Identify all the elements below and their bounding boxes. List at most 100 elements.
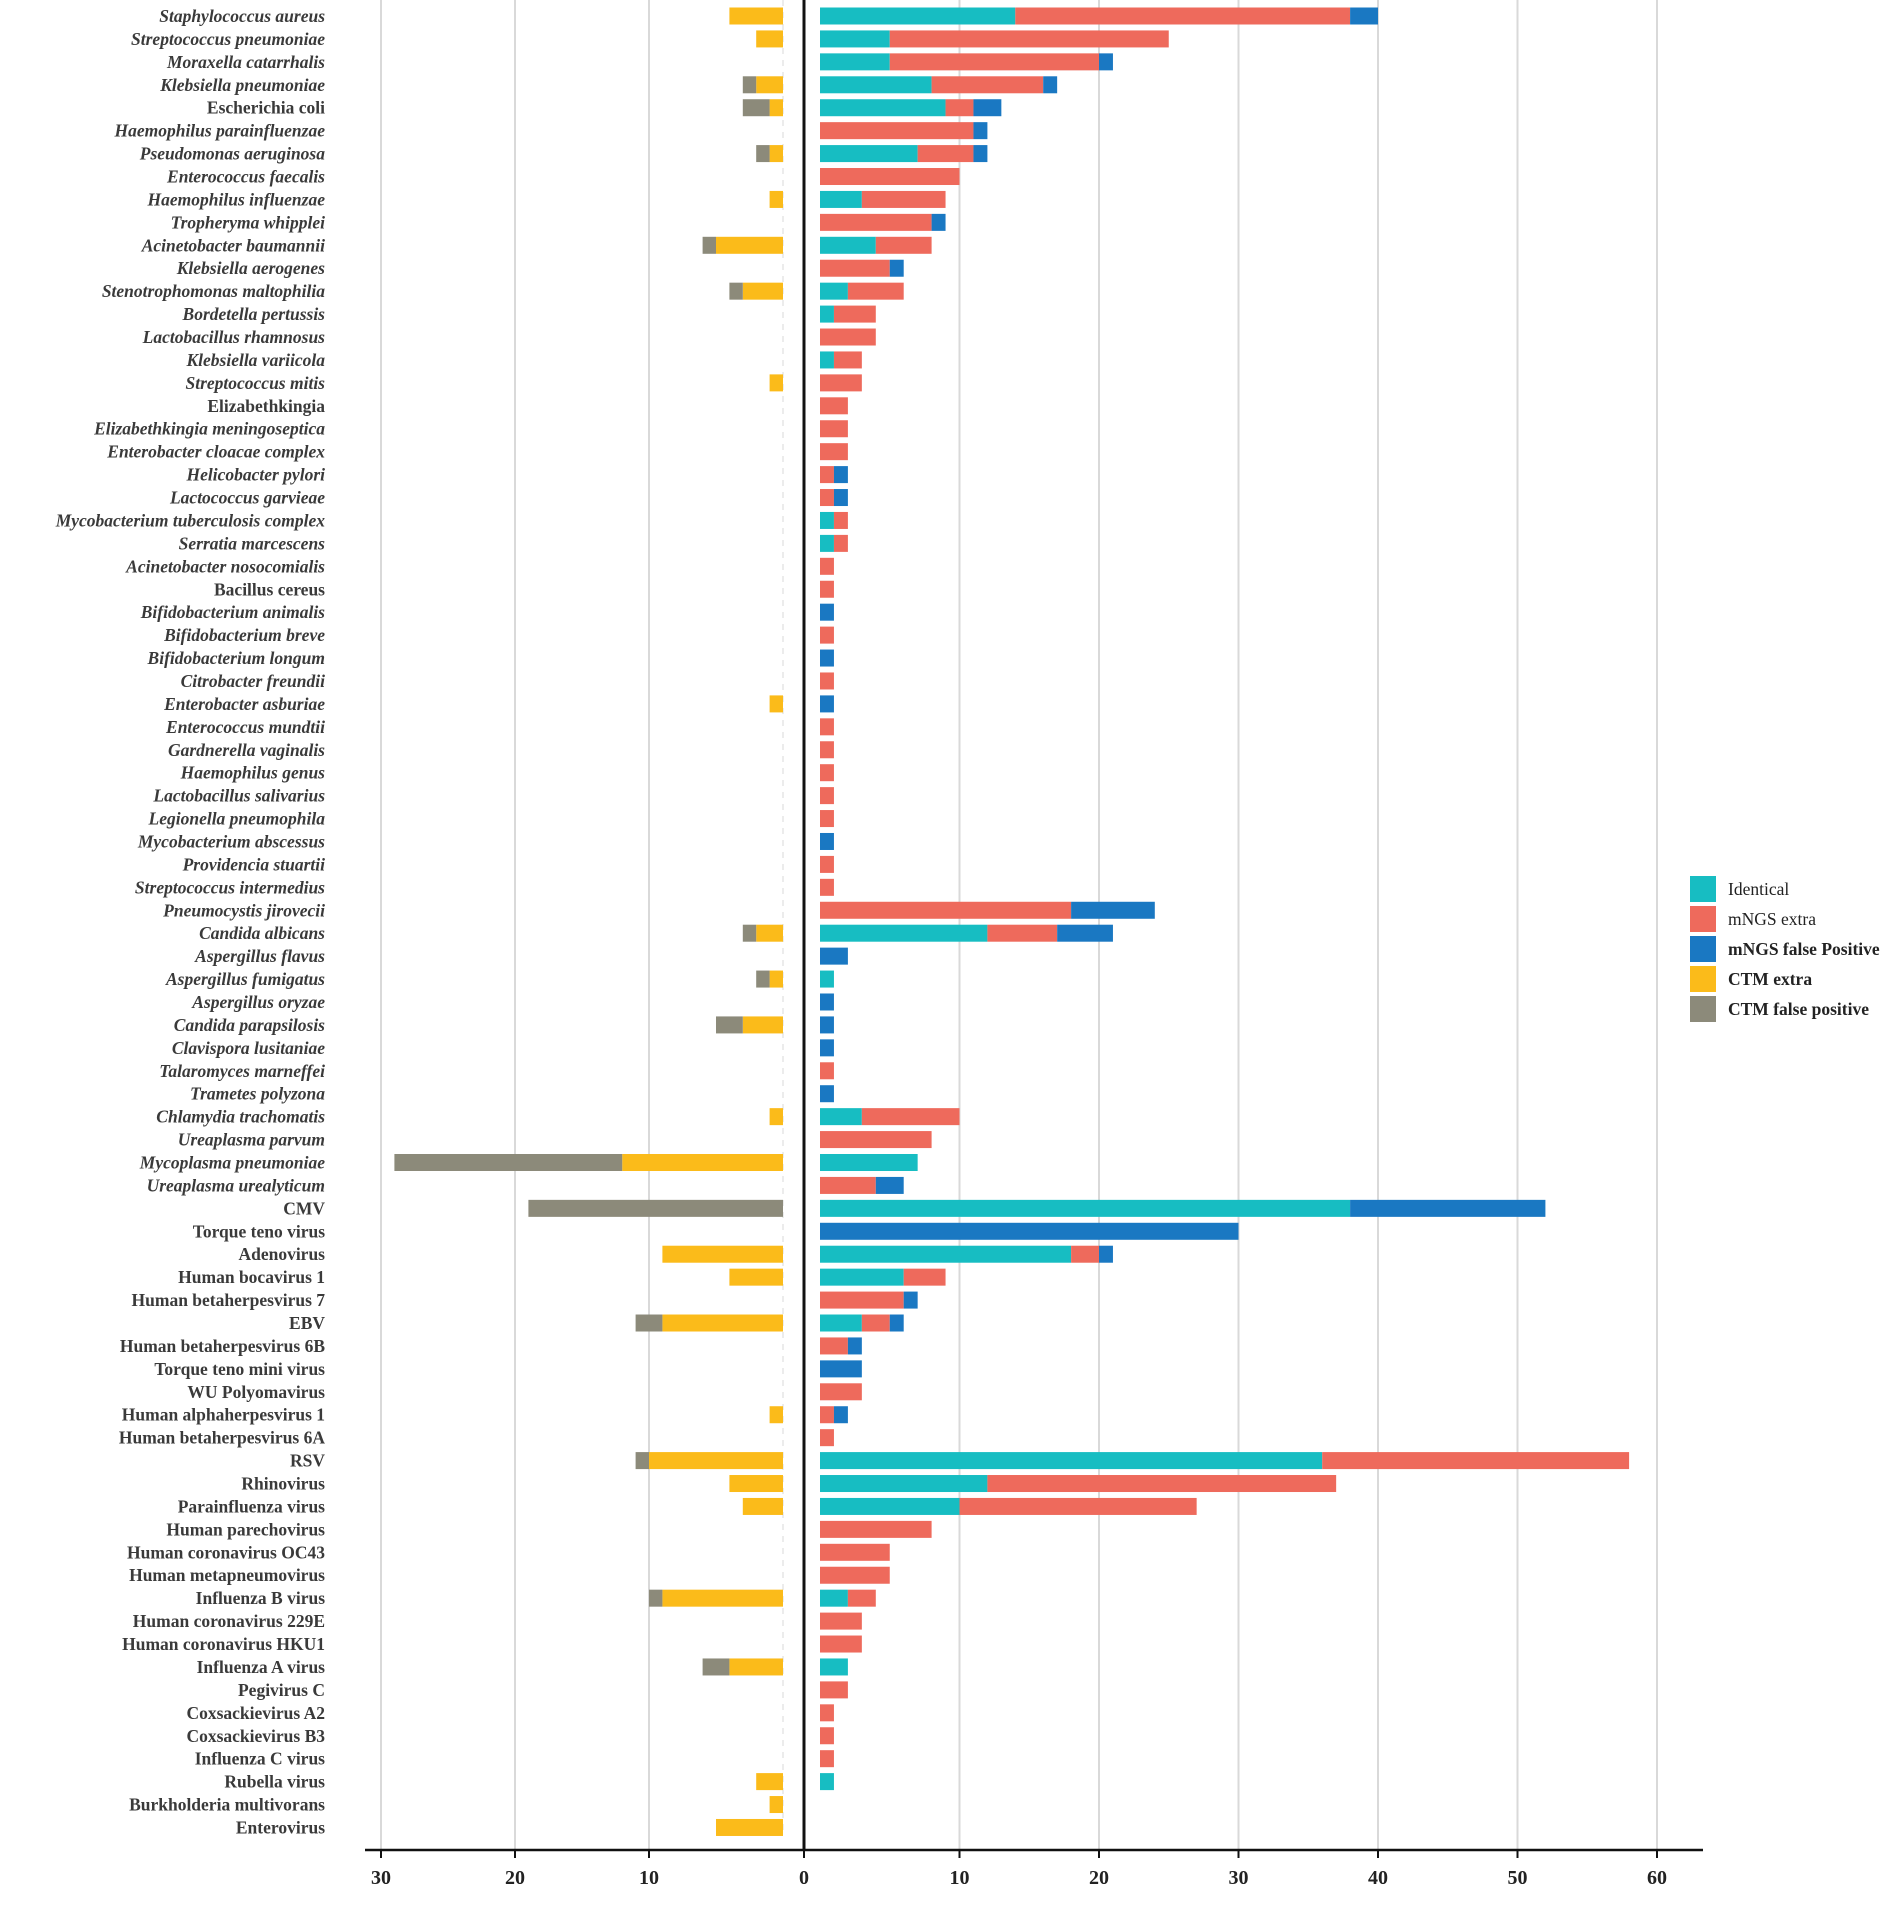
bar-legionella-pneumophila-mngs-extra <box>820 810 834 828</box>
bar-pegivirus-c-mngs-extra <box>820 1681 848 1699</box>
bar-acinetobacter-baumannii-ctm-extra <box>716 236 783 254</box>
bar-streptococcus-pneumoniae-mngs-extra <box>889 30 1169 48</box>
bar-klebsiella-pneumoniae-ctm-extra <box>756 76 783 94</box>
bar-acinetobacter-baumannii-identical <box>820 236 876 254</box>
bar-klebsiella-variicola-mngs-extra <box>833 351 862 369</box>
category-label: Human alphaherpesvirus 1 <box>122 1405 325 1425</box>
bar-haemophilus-parainfluenzae-mngs-extra <box>820 122 974 140</box>
category-label: Stenotrophomonas maltophilia <box>102 281 325 301</box>
legend-swatch-mngs-extra <box>1690 906 1716 932</box>
bar-lactobacillus-rhamnosus-mngs-extra <box>820 328 876 346</box>
category-label: WU Polyomavirus <box>187 1382 325 1402</box>
bar-ebv-ctm-fp <box>635 1314 663 1332</box>
bar-human-coronavirus-hku1-mngs-extra <box>820 1635 862 1653</box>
bar-influenza-b-virus-identical <box>820 1589 848 1607</box>
category-label: Klebsiella aerogenes <box>176 258 325 278</box>
bar-aspergillus-flavus-mngs-fp <box>820 947 848 965</box>
category-label: Pseudomonas aeruginosa <box>139 144 325 164</box>
bar-human-bocavirus-1-identical <box>820 1268 904 1286</box>
bar-human-coronavirus-oc43-mngs-extra <box>820 1543 890 1561</box>
bar-escherichia-coli-mngs-extra <box>945 99 974 117</box>
bar-staphylococcus-aureus-identical <box>820 7 1016 25</box>
category-label: EBV <box>289 1313 325 1333</box>
bar-pneumocystis-jirovecii-mngs-fp <box>1071 901 1155 919</box>
category-label: Rubella virus <box>224 1772 325 1792</box>
bar-influenza-a-virus-ctm-fp <box>702 1658 730 1676</box>
bar-tropheryma-whipplei-mngs-fp <box>931 213 946 231</box>
bar-enterococcus-mundtii-mngs-extra <box>820 718 834 736</box>
bar-pseudomonas-aeruginosa-ctm-fp <box>756 145 770 163</box>
bar-haemophilus-genus-mngs-extra <box>820 764 834 782</box>
category-label: Aspergillus flavus <box>194 946 325 966</box>
bar-candida-albicans-identical <box>820 924 988 942</box>
bar-chlamydia-trachomatis-ctm-extra <box>769 1108 783 1126</box>
category-label: Pegivirus C <box>238 1680 325 1700</box>
category-label: Haemophilus parainfluenzae <box>113 121 325 141</box>
bar-bifidobacterium-animalis-mngs-fp <box>820 603 834 621</box>
bar-rhinovirus-identical <box>820 1475 988 1493</box>
category-label: Trametes polyzona <box>190 1084 325 1104</box>
bar-candida-parapsilosis-ctm-extra <box>742 1016 783 1034</box>
category-label: Influenza B virus <box>196 1588 326 1608</box>
bar-klebsiella-pneumoniae-identical <box>820 76 932 94</box>
bar-stenotrophomonas-maltophilia-mngs-extra <box>847 282 904 300</box>
category-label: Bacillus cereus <box>214 579 325 599</box>
bar-enterobacter-cloacae-complex-mngs-extra <box>820 443 848 461</box>
bar-adenovirus-identical <box>820 1245 1072 1263</box>
category-label: Gardnerella vaginalis <box>168 740 325 760</box>
category-label: Bifidobacterium longum <box>147 648 325 668</box>
bar-enterobacter-asburiae-mngs-fp <box>820 695 834 713</box>
bar-ebv-mngs-extra <box>861 1314 890 1332</box>
bar-streptococcus-intermedius-mngs-extra <box>820 878 834 896</box>
bar-candida-parapsilosis-mngs-fp <box>820 1016 834 1034</box>
bar-providencia-stuartii-mngs-extra <box>820 855 834 873</box>
bar-escherichia-coli-mngs-fp <box>973 99 1002 117</box>
bar-moraxella-catarrhalis-mngs-fp <box>1099 53 1113 71</box>
bar-rsv-identical <box>820 1452 1323 1470</box>
bar-ebv-mngs-fp <box>889 1314 904 1332</box>
category-label: Elizabethkingia meningoseptica <box>93 419 325 439</box>
bar-human-bocavirus-1-mngs-extra <box>903 1268 946 1286</box>
bar-helicobacter-pylori-mngs-fp <box>833 466 848 484</box>
category-label: Streptococcus pneumoniae <box>131 29 325 49</box>
bar-rhinovirus-ctm-extra <box>729 1475 783 1493</box>
bar-human-betaherpesvirus-6b-mngs-fp <box>847 1337 862 1355</box>
category-label: Acinetobacter nosocomialis <box>125 556 325 576</box>
bar-haemophilus-influenzae-ctm-extra <box>769 190 783 208</box>
category-label: Torque teno mini virus <box>154 1359 325 1379</box>
bar-moraxella-catarrhalis-mngs-extra <box>889 53 1099 71</box>
tick-label-right: 60 <box>1647 1867 1667 1889</box>
category-label: Serratia marcescens <box>179 533 326 553</box>
bar-stenotrophomonas-maltophilia-ctm-extra <box>742 282 783 300</box>
category-label: Candida albicans <box>199 923 325 943</box>
legend: Identical mNGS extra mNGS false Positive CT… <box>1690 876 1880 1022</box>
legend-swatch-identical <box>1690 876 1716 902</box>
category-label: Human betaherpesvirus 6B <box>120 1336 325 1356</box>
category-label: Helicobacter pylori <box>185 465 325 485</box>
bar-human-betaherpesvirus-6a-mngs-extra <box>820 1429 834 1447</box>
category-label: Enterococcus faecalis <box>166 167 325 187</box>
category-label: Streptococcus intermedius <box>135 877 325 897</box>
bar-influenza-a-virus-ctm-extra <box>729 1658 783 1676</box>
bar-aspergillus-fumigatus-ctm-fp <box>756 970 770 988</box>
bar-human-betaherpesvirus-6b-mngs-extra <box>820 1337 848 1355</box>
bar-human-betaherpesvirus-7-mngs-fp <box>903 1291 918 1309</box>
bar-elizabethkingia-meningoseptica-mngs-extra <box>820 420 848 438</box>
bar-haemophilus-influenzae-identical <box>820 190 862 208</box>
category-label: Influenza A virus <box>197 1657 326 1677</box>
bar-enterobacter-asburiae-ctm-extra <box>769 695 783 713</box>
bar-serratia-marcescens-identical <box>820 534 834 552</box>
category-label: Chlamydia trachomatis <box>156 1107 325 1127</box>
bar-adenovirus-mngs-extra <box>1071 1245 1099 1263</box>
bars <box>394 7 1630 1836</box>
bar-klebsiella-aerogenes-mngs-fp <box>889 259 904 277</box>
bar-moraxella-catarrhalis-identical <box>820 53 890 71</box>
bar-tropheryma-whipplei-mngs-extra <box>820 213 932 231</box>
category-label: Human coronavirus OC43 <box>127 1542 325 1562</box>
bar-chlamydia-trachomatis-identical <box>820 1108 862 1126</box>
category-label: CMV <box>283 1198 325 1218</box>
bar-lactococcus-garvieae-mngs-fp <box>833 489 848 507</box>
bar-influenza-b-virus-ctm-extra <box>662 1589 783 1607</box>
category-label: Human betaherpesvirus 7 <box>132 1290 326 1310</box>
category-label: Adenovirus <box>238 1244 325 1264</box>
